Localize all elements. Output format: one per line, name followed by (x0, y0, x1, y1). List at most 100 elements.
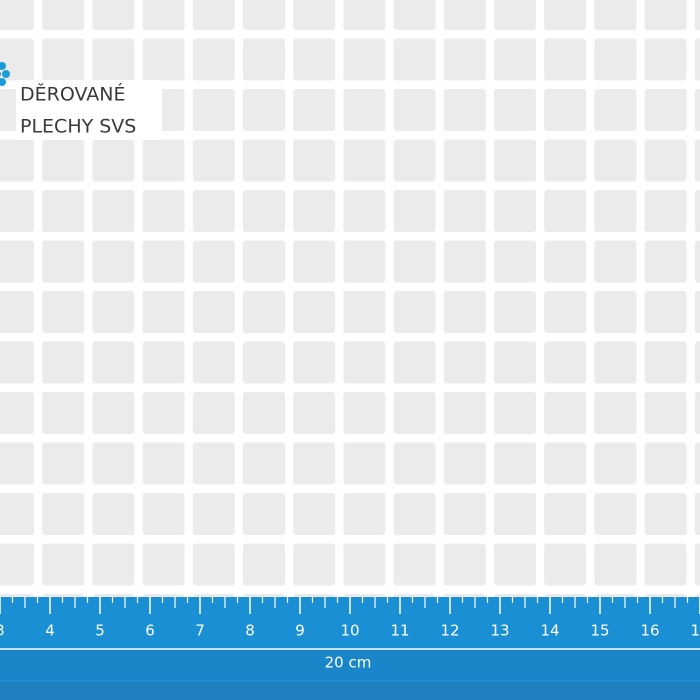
hole (192, 493, 235, 535)
hole (142, 240, 185, 283)
hole (343, 240, 386, 283)
hole (0, 190, 34, 232)
hole (142, 442, 185, 485)
hole (42, 392, 85, 434)
hole (142, 341, 185, 384)
hole (42, 139, 85, 182)
ruler-label: 5 (95, 622, 105, 640)
hole (0, 392, 34, 434)
hole (343, 341, 386, 384)
hole (694, 442, 700, 485)
hole (393, 493, 436, 535)
ruler-label: 11 (390, 622, 409, 640)
hole (544, 0, 587, 30)
ruler-label: 10 (340, 622, 359, 640)
hole (243, 89, 285, 131)
hole (644, 190, 687, 232)
hole (644, 392, 687, 434)
hole (142, 190, 185, 232)
hole (192, 139, 235, 182)
hole (142, 493, 185, 535)
ruler: 20 cm 3 4 5 6 7 8 9 10 11 12 13 14 15 16 17 (0, 597, 700, 700)
hole (544, 341, 587, 384)
logo-icon (0, 62, 10, 86)
ruler-label: 8 (245, 622, 255, 640)
hole (293, 493, 336, 535)
hole (42, 38, 85, 81)
hole (343, 0, 386, 30)
hole (293, 139, 336, 182)
ruler-label: 4 (45, 622, 55, 640)
hole (243, 139, 285, 182)
hole (694, 493, 700, 535)
hole (42, 341, 85, 384)
hole (293, 442, 336, 485)
ruler-label: 14 (540, 622, 559, 640)
hole (644, 240, 687, 283)
hole (594, 291, 637, 333)
length-label: 20 cm (325, 654, 372, 672)
hole (594, 240, 637, 283)
hole (0, 139, 34, 182)
hole (192, 291, 235, 333)
hole (494, 442, 536, 485)
hole (92, 38, 135, 81)
hole (92, 442, 135, 485)
hole (594, 493, 637, 535)
hole (694, 240, 700, 283)
hole (644, 0, 687, 30)
hole (42, 543, 85, 586)
hole (0, 442, 34, 485)
hole (192, 38, 235, 81)
hole (0, 240, 34, 283)
hole (494, 291, 536, 333)
hole (92, 240, 135, 283)
hole (544, 240, 587, 283)
hole (293, 0, 336, 30)
hole (42, 291, 85, 333)
hole (92, 543, 135, 586)
hole (0, 0, 34, 30)
hole (343, 190, 386, 232)
hole (694, 392, 700, 434)
hole (293, 543, 336, 586)
hole (544, 190, 587, 232)
hole (243, 291, 285, 333)
hole (42, 240, 85, 283)
hole (443, 38, 486, 81)
ruler-measure-band (0, 650, 700, 680)
hole (544, 493, 587, 535)
hole (594, 190, 637, 232)
logo-backdrop (16, 80, 162, 140)
hole (343, 442, 386, 485)
hole (192, 341, 235, 384)
hole (142, 0, 185, 30)
hole (694, 543, 700, 586)
hole (192, 0, 235, 30)
hole (293, 392, 336, 434)
hole (644, 291, 687, 333)
hole (0, 493, 34, 535)
hole (393, 240, 436, 283)
hole (594, 392, 637, 434)
hole (393, 38, 436, 81)
hole (494, 493, 536, 535)
hole (443, 493, 486, 535)
hole (192, 392, 235, 434)
hole (243, 493, 285, 535)
hole (192, 240, 235, 283)
hole (494, 0, 536, 30)
hole (42, 0, 85, 30)
hole (0, 38, 34, 81)
logo-dot (2, 70, 10, 78)
hole (443, 392, 486, 434)
hole (92, 0, 135, 30)
hole (494, 341, 536, 384)
hole (243, 0, 285, 30)
hole (443, 291, 486, 333)
hole (293, 38, 336, 81)
hole (293, 291, 336, 333)
hole (443, 341, 486, 384)
hole (544, 291, 587, 333)
